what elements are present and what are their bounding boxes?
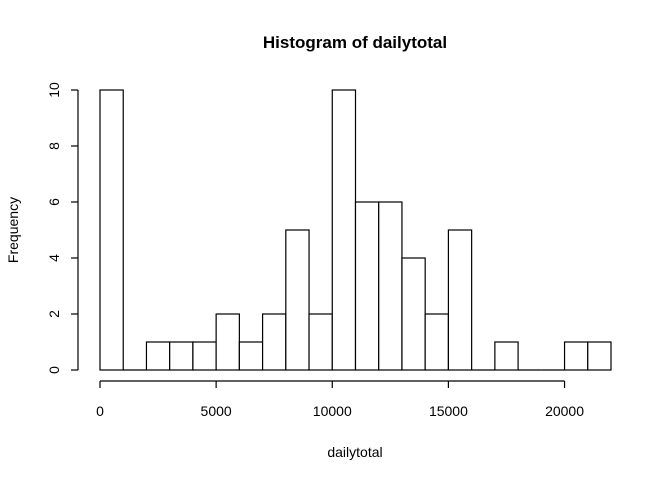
histogram-bar bbox=[563, 341, 589, 371]
histogram-bar bbox=[331, 89, 357, 371]
histogram-bar bbox=[285, 229, 310, 371]
x-axis-label: dailytotal bbox=[327, 444, 382, 460]
x-tick-label: 0 bbox=[96, 403, 104, 419]
histogram-bar bbox=[447, 229, 473, 371]
histogram-bar bbox=[401, 257, 426, 371]
x-tick-label: 5000 bbox=[201, 403, 232, 419]
histogram-bar bbox=[587, 341, 612, 371]
histogram-bars bbox=[99, 89, 612, 371]
histogram-bar bbox=[169, 341, 194, 371]
y-tick-label: 0 bbox=[46, 366, 62, 374]
y-axis-label: Frequency bbox=[5, 197, 21, 263]
histogram-bar bbox=[145, 341, 171, 371]
y-tick-label: 2 bbox=[46, 310, 62, 318]
x-tick-label: 15000 bbox=[429, 403, 468, 419]
chart-title: Histogram of dailytotal bbox=[263, 33, 447, 52]
histogram-bar bbox=[378, 201, 403, 371]
x-axis: 0 5000 10000 15000 20000 bbox=[96, 380, 584, 419]
y-tick-label: 4 bbox=[46, 254, 62, 262]
y-axis: 0 2 4 6 8 10 bbox=[46, 82, 79, 374]
histogram-bar bbox=[424, 313, 450, 371]
y-tick-label: 10 bbox=[46, 82, 62, 98]
x-tick-label: 20000 bbox=[545, 403, 584, 419]
y-tick-label: 8 bbox=[46, 142, 62, 150]
histogram-bar bbox=[354, 201, 380, 371]
x-tick-label: 10000 bbox=[313, 403, 352, 419]
histogram-bar bbox=[238, 341, 264, 371]
histogram-bar bbox=[99, 89, 124, 371]
y-tick-label: 6 bbox=[46, 198, 62, 206]
histogram-bar bbox=[215, 313, 240, 371]
histogram-bar bbox=[494, 341, 519, 371]
histogram-bar bbox=[192, 341, 217, 371]
histogram-bar bbox=[308, 313, 333, 371]
histogram-bar bbox=[261, 313, 287, 371]
